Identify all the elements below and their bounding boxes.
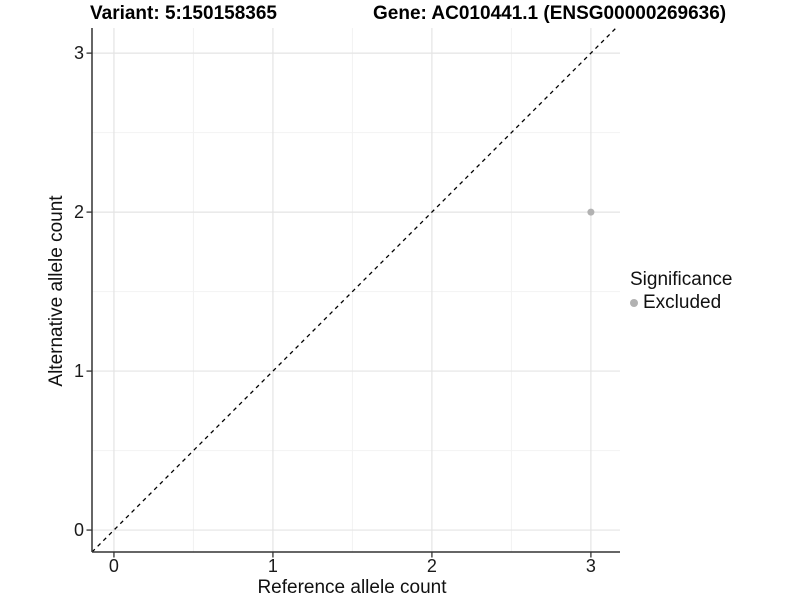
x-tick-label: 1	[267, 556, 278, 576]
legend-title: Significance	[630, 269, 733, 290]
variant-title: Variant: 5:150158365	[90, 3, 277, 24]
identity-dashed-line	[91, 28, 617, 553]
legend-item-excluded: Excluded	[630, 292, 732, 313]
y-tick-label: 1	[73, 361, 84, 382]
y-tick-label: 0	[73, 520, 84, 541]
y-tick-label: 3	[73, 43, 84, 64]
data-point-excluded	[587, 208, 595, 216]
y-axis-title: Alternative allele count	[46, 195, 67, 387]
x-tick-label: 2	[426, 556, 437, 576]
gene-title: Gene: AC010441.1 (ENSG00000269636)	[373, 3, 727, 24]
legend-item-label: Excluded	[643, 292, 722, 313]
y-tick-label: 2	[73, 202, 84, 223]
x-axis-title: Reference allele count	[257, 577, 447, 598]
scatter-plot-panel	[86, 28, 620, 558]
x-tick-label: 3	[585, 556, 596, 576]
legend: Significance Excluded	[630, 269, 732, 313]
x-tick-label: 0	[108, 556, 119, 576]
excluded-point-icon	[630, 298, 638, 307]
